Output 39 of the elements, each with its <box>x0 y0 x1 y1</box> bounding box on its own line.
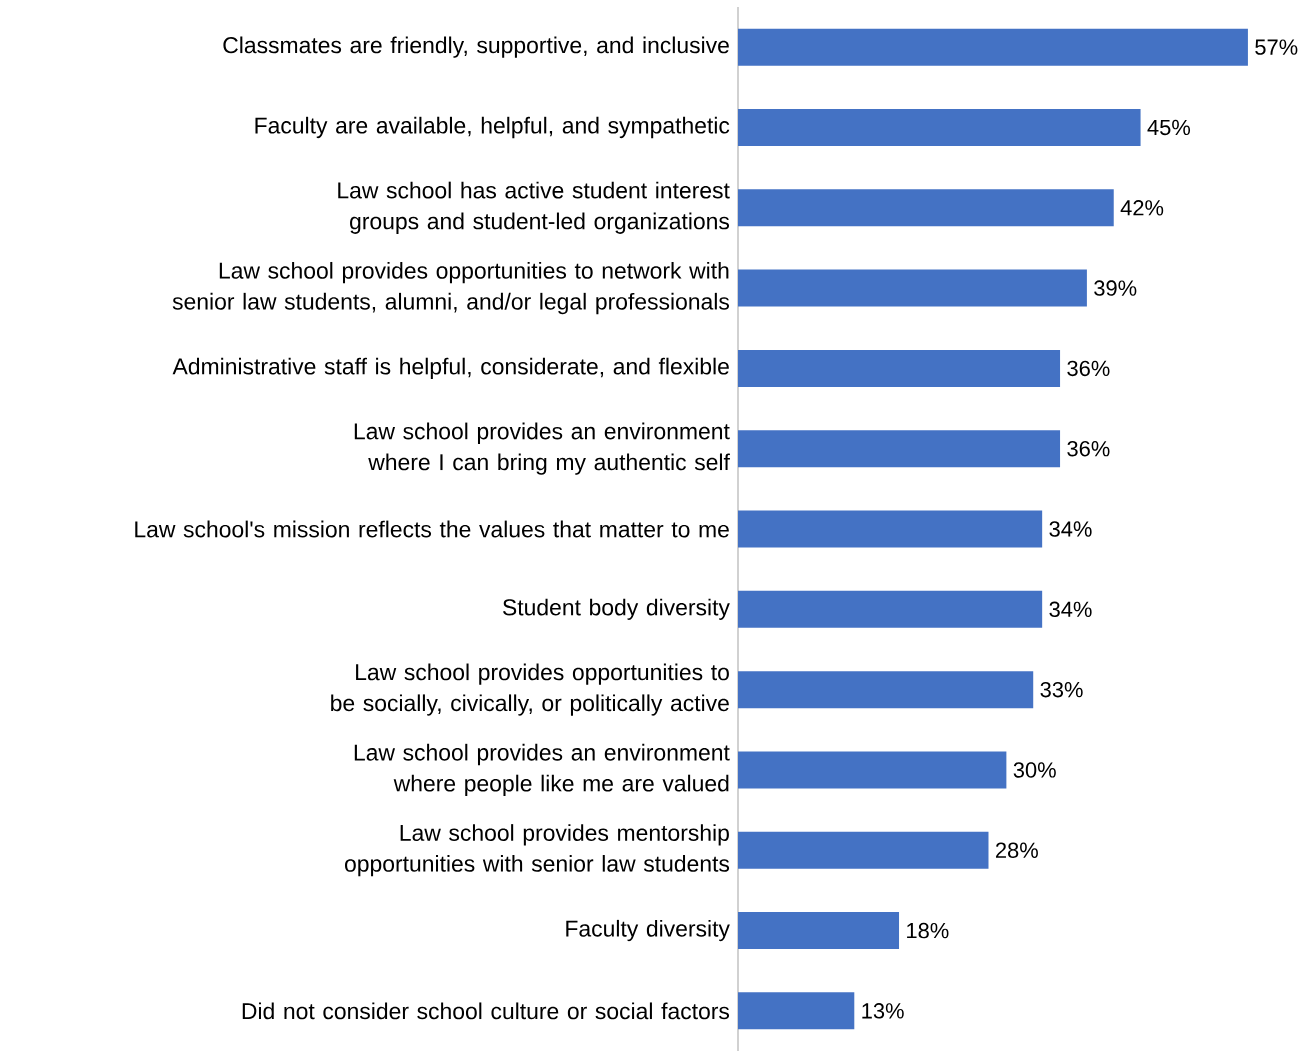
bar <box>738 189 1114 227</box>
data-label: 30% <box>1013 762 1056 778</box>
y-tick-label: Classmates are friendly, supportive, and inclusive <box>223 36 729 58</box>
bar <box>738 510 1043 548</box>
y-tick-label: Faculty diversity <box>566 919 730 942</box>
y-tick-label: Administrative staff is helpful, considerate, and flexible <box>172 357 729 380</box>
bar <box>738 831 989 869</box>
y-tick-label: Law school provides an environment where people like me are valued <box>354 743 730 797</box>
bar <box>738 430 1061 468</box>
y-tick-label: Law school's mission reflects the values that matter to me <box>135 520 729 538</box>
bar <box>738 912 900 950</box>
data-label: 28% <box>995 842 1038 858</box>
y-tick-label: Law school provides mentorship opportunities with senior law students <box>345 824 730 877</box>
data-label: 34% <box>1049 521 1092 537</box>
bar <box>738 992 855 1030</box>
y-tick-label: Law school provides opportunities to be socially, civically, or politically active <box>331 663 729 716</box>
y-tick-label: Faculty are available, helpful, and sympathetic <box>255 116 730 139</box>
data-label: 36% <box>1067 440 1110 457</box>
data-label: 13% <box>862 1003 904 1019</box>
bar <box>738 269 1087 307</box>
data-label: 45% <box>1147 119 1191 136</box>
bar <box>738 108 1141 146</box>
y-tick-label: Law school has active student interest groups and student-led organizations <box>338 181 730 234</box>
y-tick-label: Did not consider school culture or social factors <box>242 1002 730 1020</box>
data-label: 18% <box>907 922 949 939</box>
bar <box>738 751 1007 789</box>
data-label: 33% <box>1040 681 1083 698</box>
data-label: 36% <box>1067 360 1110 377</box>
data-label: 39% <box>1094 280 1137 296</box>
y-tick-label: Law school provides an environment where I can bring my authentic self <box>354 422 730 475</box>
data-label: 42% <box>1120 200 1164 216</box>
y-tick-label: Law school provides opportunities to network with senior law students, alumni, and/or legal professionals <box>172 261 730 315</box>
bar <box>738 28 1248 66</box>
bar <box>738 671 1034 709</box>
data-label: 34% <box>1049 601 1092 618</box>
bar <box>738 590 1043 628</box>
bar <box>738 349 1061 387</box>
data-label: 57% <box>1255 39 1298 55</box>
y-tick-label: Student body diversity <box>503 598 730 620</box>
